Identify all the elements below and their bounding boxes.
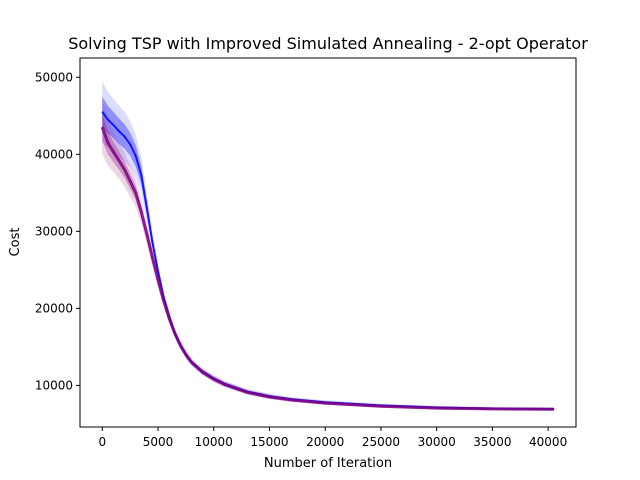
series-0-core-band: [102, 96, 554, 410]
series-1-core-band: [102, 113, 554, 410]
series-1-point: [118, 159, 120, 162]
series-1-point: [157, 279, 159, 281]
series-1-point: [101, 126, 104, 129]
series-1-point: [179, 344, 182, 347]
x-tick-label: 15000: [250, 435, 288, 449]
series-0-point: [140, 174, 143, 176]
series-0-point: [112, 124, 115, 126]
x-axis: 0 5000 10000 15000 20000 25000 30000 35000 40000: [98, 427, 567, 449]
y-axis-label: Cost: [8, 228, 23, 257]
series-1-point: [257, 393, 260, 396]
series-1-point: [162, 299, 165, 302]
series-0-point: [151, 241, 154, 243]
series-0-spread-band: [102, 81, 554, 411]
x-tick-label: 20000: [306, 435, 344, 449]
series-1-point: [224, 383, 226, 386]
series-0-point: [123, 135, 126, 138]
series-1-point: [185, 353, 187, 356]
series-0-line: [101, 111, 554, 410]
series-1-point: [324, 402, 327, 404]
x-tick-label: 30000: [418, 435, 456, 449]
series-1-point: [168, 317, 170, 320]
series-1-point: [190, 361, 193, 364]
series-1-point: [112, 151, 115, 153]
series-1-point: [213, 378, 215, 381]
series-1-point: [134, 192, 137, 194]
series-1-point: [151, 256, 154, 259]
series-1-spread-band: [102, 100, 554, 411]
series-1-point: [235, 387, 237, 390]
series-1-point: [107, 141, 109, 144]
y-tick-label: 50000: [35, 70, 73, 84]
plot-area: [102, 81, 554, 411]
series-1-point: [491, 408, 494, 410]
series-0-point: [146, 207, 148, 209]
x-axis-label: Number of Iteration: [264, 456, 392, 471]
x-tick-label: 35000: [473, 435, 511, 449]
x-tick-label: 0: [98, 435, 106, 449]
series-1-point: [291, 399, 293, 401]
chart-title: Solving TSP with Improved Simulated Anne…: [68, 34, 588, 53]
y-axis: 10000 20000 30000 40000 50000: [35, 70, 80, 392]
x-tick-label: 25000: [362, 435, 400, 449]
x-tick-label: 5000: [143, 435, 174, 449]
series-1-point: [129, 180, 131, 183]
series-0-point: [118, 130, 120, 132]
y-tick-label: 20000: [35, 301, 73, 315]
y-tick-label: 30000: [35, 224, 73, 238]
series-1-point: [123, 168, 126, 171]
series-0-point: [157, 270, 159, 273]
series-1-point: [435, 407, 438, 409]
series-1-point: [201, 371, 204, 374]
series-lines: [100, 111, 555, 411]
series-0-point: [101, 111, 104, 113]
x-tick-label: 40000: [529, 435, 567, 449]
x-tick-label: 10000: [195, 435, 233, 449]
series-0-point: [134, 155, 137, 157]
series-0-point: [129, 143, 131, 146]
series-1-line: [100, 126, 554, 411]
series-1-point: [268, 396, 271, 398]
series-1-point: [173, 332, 176, 334]
series-1-point: [246, 391, 248, 394]
y-tick-label: 10000: [35, 378, 73, 392]
series-0-point: [107, 118, 109, 121]
plot-frame: [79, 57, 577, 428]
series-1-point: [380, 405, 382, 408]
y-tick-label: 40000: [35, 147, 73, 161]
series-1-point: [140, 211, 143, 213]
series-1-point: [552, 408, 555, 411]
series-1-point: [146, 233, 148, 236]
